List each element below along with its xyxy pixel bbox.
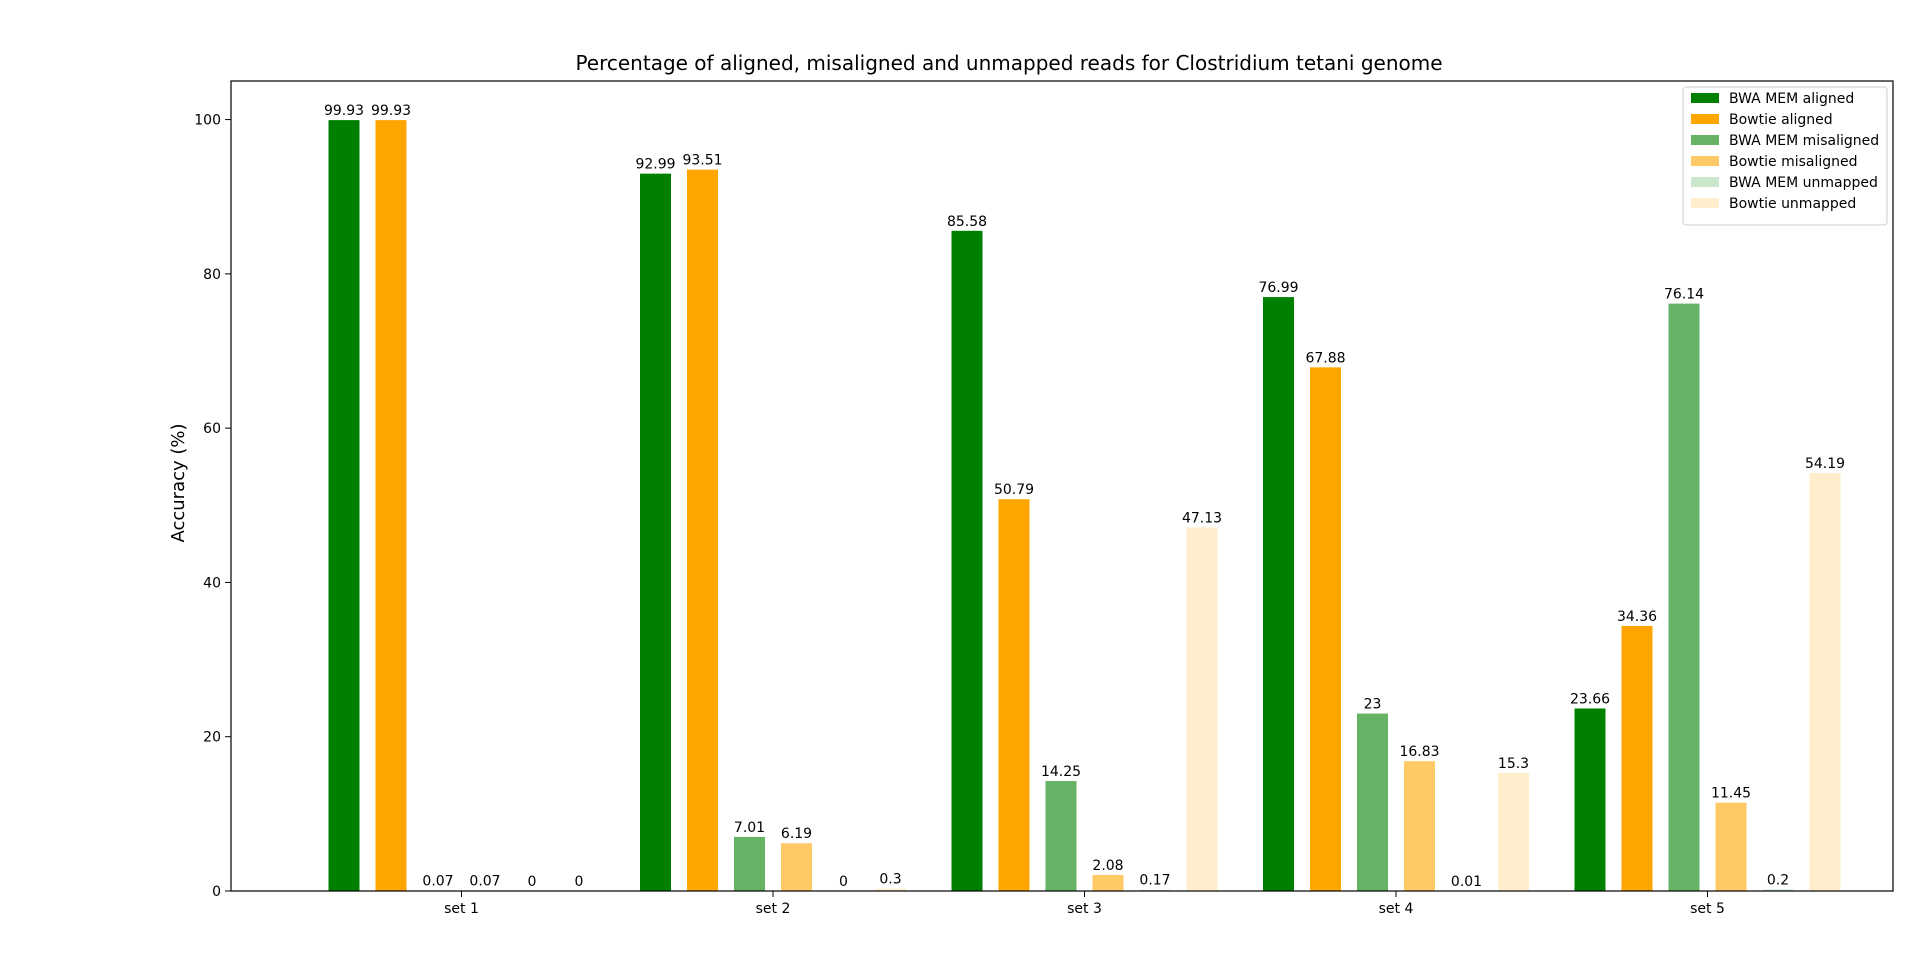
chart-title: Percentage of aligned, misaligned and un… [575, 51, 1442, 75]
bar-bowtie-aligned-set-4 [1310, 367, 1341, 892]
data-label: 76.99 [1258, 280, 1298, 296]
data-label: 67.88 [1305, 350, 1345, 366]
bars-group [328, 120, 1841, 892]
y-tick-label: 20 [203, 730, 221, 746]
data-label: 0.07 [469, 873, 500, 889]
data-label: 47.13 [1182, 510, 1222, 526]
x-tick-label: set 3 [1067, 901, 1102, 917]
legend-label: BWA MEM unmapped [1729, 175, 1878, 191]
bar-bowtie-unmapped-set-2 [875, 888, 906, 891]
bar-bwa-mem-aligned-set-5 [1574, 708, 1606, 891]
bar-bowtie-aligned-set-3 [998, 499, 1030, 891]
legend-swatch [1691, 177, 1719, 187]
bar-bwa-mem-unmapped-set-5 [1762, 889, 1794, 891]
data-label: 23 [1364, 697, 1382, 713]
x-tick-label: set 4 [1379, 901, 1414, 917]
data-label: 0.3 [879, 872, 901, 888]
plot-area-frame [230, 80, 1894, 892]
bar-bowtie-unmapped-set-5 [1809, 472, 1841, 891]
legend-swatch [1691, 135, 1719, 145]
y-axis-ticks: 0 20 40 60 80 100 [194, 113, 231, 900]
legend-swatch [1691, 198, 1719, 208]
y-axis-label: Accuracy (%) [168, 423, 189, 542]
data-label: 6.19 [781, 826, 812, 842]
legend-label: BWA MEM aligned [1729, 91, 1854, 107]
bar-bowtie-aligned-set-1 [375, 120, 407, 891]
bar-bowtie-misaligned-set-3 [1092, 874, 1124, 891]
bar-bwa-mem-aligned-set-1 [328, 120, 360, 891]
data-label: 99.93 [324, 103, 364, 119]
bar-bowtie-unmapped-set-3 [1186, 527, 1218, 891]
data-label: 50.79 [994, 482, 1034, 498]
legend-label: BWA MEM misaligned [1729, 133, 1879, 149]
y-tick-label: 60 [203, 421, 221, 437]
data-label: 0.07 [422, 873, 453, 889]
bar-bowtie-aligned-set-2 [687, 169, 718, 891]
data-label: 93.51 [682, 153, 722, 169]
data-labels-group: 99.93 92.99 85.58 76.99 23.66 99.93 93.51 50.79… [324, 103, 1845, 890]
bar-bowtie-misaligned-set-5 [1715, 802, 1747, 891]
data-label: 0 [528, 874, 537, 890]
y-tick-label: 40 [203, 575, 221, 591]
bar-bwa-mem-aligned-set-4 [1263, 297, 1294, 891]
legend-label: Bowtie unmapped [1729, 196, 1856, 212]
legend-box [1682, 86, 1888, 226]
data-label: 11.45 [1711, 786, 1751, 802]
y-tick-label: 100 [194, 113, 221, 129]
bar-bowtie-misaligned-set-4 [1404, 761, 1435, 891]
data-label: 7.01 [734, 820, 765, 836]
bar-bwa-mem-misaligned-set-3 [1045, 781, 1077, 891]
data-label: 54.19 [1805, 456, 1845, 472]
bar-bwa-mem-misaligned-set-5 [1668, 303, 1700, 891]
legend-swatch [1691, 93, 1719, 103]
data-label: 99.93 [371, 103, 411, 119]
data-label: 14.25 [1041, 764, 1081, 780]
data-label: 0.17 [1139, 873, 1170, 889]
bar-bowtie-aligned-set-5 [1621, 625, 1653, 891]
data-label: 34.36 [1617, 609, 1657, 625]
bar-bwa-mem-aligned-set-2 [640, 173, 671, 892]
bar-bwa-mem-aligned-set-3 [951, 230, 983, 892]
data-label: 23.66 [1570, 691, 1610, 707]
x-axis-ticks: set 1 set 2 set 3 set 4 set 5 [444, 891, 1725, 917]
data-label: 2.08 [1092, 858, 1123, 874]
y-tick-label: 80 [203, 267, 221, 283]
data-label: 0.2 [1767, 872, 1789, 888]
bar-bwa-mem-unmapped-set-3 [1139, 889, 1171, 891]
data-label: 16.83 [1399, 744, 1439, 760]
data-label: 85.58 [947, 214, 987, 230]
y-tick-label: 0 [212, 884, 221, 900]
x-tick-label: set 1 [444, 901, 479, 917]
legend-label: Bowtie misaligned [1729, 154, 1858, 170]
data-label: 76.14 [1664, 287, 1704, 303]
x-tick-label: set 2 [756, 901, 791, 917]
data-label: 0.01 [1451, 874, 1482, 890]
bar-bowtie-unmapped-set-4 [1498, 772, 1529, 891]
data-label: 15.3 [1498, 756, 1529, 772]
x-tick-label: set 5 [1690, 901, 1725, 917]
legend-label: Bowtie aligned [1729, 112, 1833, 128]
data-label: 92.99 [635, 157, 675, 173]
legend-swatch [1691, 114, 1719, 124]
bar-bwa-mem-misaligned-set-2 [734, 836, 765, 891]
legend-swatch [1691, 156, 1719, 166]
bar-bowtie-misaligned-set-2 [781, 843, 812, 891]
bar-bwa-mem-misaligned-set-4 [1357, 713, 1388, 891]
data-label: 0 [575, 874, 584, 890]
legend: BWA MEM aligned Bowtie aligned BWA MEM mis… [1682, 86, 1888, 226]
data-label: 0 [839, 874, 848, 890]
